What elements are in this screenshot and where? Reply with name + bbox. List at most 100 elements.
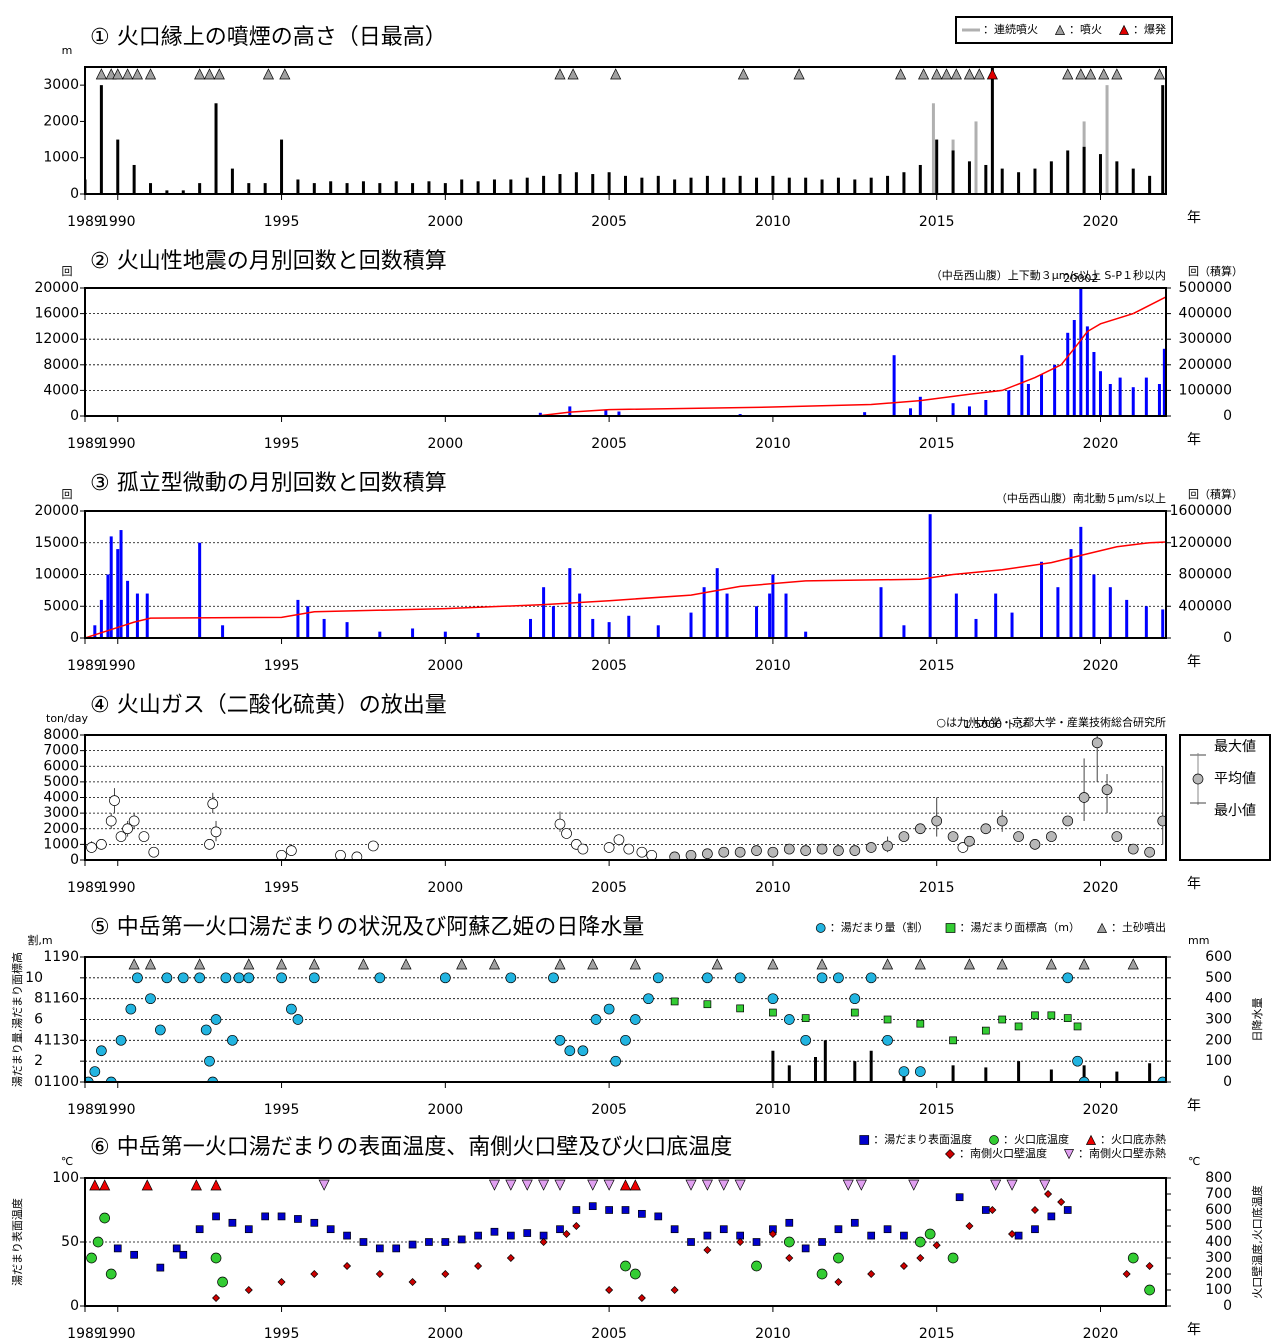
point [132,972,143,984]
note: （中岳西山腹）南北動５μm/s以上 [996,491,1166,505]
bar [1017,1061,1021,1082]
bar [771,1050,775,1082]
event-marker [1111,68,1123,80]
point [99,1212,111,1224]
point [1073,1022,1082,1031]
legend-label: ：火口底温度 [1003,1132,1069,1146]
event-marker [1085,68,1097,80]
point [212,1294,221,1302]
point [965,1222,974,1230]
point [988,1206,997,1214]
point [1078,792,1090,803]
point [244,1286,253,1294]
x-tick-label: 2005 [591,214,627,230]
event-marker [279,68,291,80]
point [981,1026,990,1035]
x-tick-label: 2015 [919,880,955,896]
x-tick-label: 2020 [1083,880,1119,896]
point [335,849,346,860]
point [145,993,156,1005]
bar [984,164,988,194]
event-marker [1006,1179,1018,1191]
plot-frame [84,66,1167,195]
y-tick-label: 10 [25,970,43,986]
plot-frame [84,734,1167,861]
bar [263,183,267,194]
point [277,1212,286,1221]
bar [771,175,775,194]
bar [624,175,627,194]
y2-tick-label: 300 [1205,1250,1232,1266]
bar [627,615,631,638]
x-tick-label: 1995 [264,880,300,896]
event-marker [855,1179,867,1191]
point [1014,1022,1023,1031]
point [375,1270,384,1278]
plot-frame [84,287,1167,417]
event-marker [488,958,501,970]
annotation: 1.5000 トン [964,718,1028,731]
point [548,972,559,984]
event-marker [95,68,107,80]
point [703,1000,712,1009]
point [783,1014,795,1025]
bar [1017,172,1021,194]
point [227,1034,238,1046]
event-marker [213,68,225,80]
bar [591,174,595,194]
event-marker [357,958,370,970]
point [931,815,943,827]
bar [568,406,572,416]
x-tick-label: 1989 [67,214,103,230]
bar [542,175,546,194]
point [670,1286,679,1294]
bar [574,172,578,194]
point [1122,1270,1131,1278]
y-unit: 回 [62,265,73,278]
point [783,1236,795,1248]
bar [296,599,300,638]
bar [951,403,955,416]
bar [132,164,136,194]
point [85,1076,94,1082]
event-marker [701,1179,713,1191]
bar [1148,1063,1152,1082]
bar [591,618,595,638]
event-marker [122,68,134,80]
bar [607,172,611,194]
event-marker [194,958,206,970]
bar [804,177,808,194]
bar [558,174,562,194]
legend-box [955,16,1173,44]
point [294,1215,302,1223]
bar [378,183,382,194]
x-axis-label: 年 [1187,210,1201,226]
bar [984,400,988,416]
point [177,972,189,984]
bar [378,631,382,638]
point [643,993,654,1005]
bar [1092,574,1096,638]
bar [1026,384,1030,416]
bar [411,628,415,638]
x-tick-label: 2020 [1083,214,1119,230]
y2-tick-label: 0 [1223,1074,1232,1090]
point [194,972,206,984]
bar [99,85,103,194]
point [590,1014,602,1025]
event-marker [610,68,622,80]
y-tick-label: 20000 [34,280,79,296]
point [156,1263,165,1272]
y-tick-label: 4 [34,1032,43,1048]
point [1111,831,1123,842]
event-marker [603,1179,615,1191]
point [816,1268,828,1280]
y-unit: 割,m [27,933,52,947]
bar [1033,168,1037,194]
point [719,1225,728,1234]
point [654,1212,663,1221]
event-marker [505,1179,517,1191]
top-markers [128,958,1139,970]
point [292,1014,304,1025]
bar [863,412,867,416]
